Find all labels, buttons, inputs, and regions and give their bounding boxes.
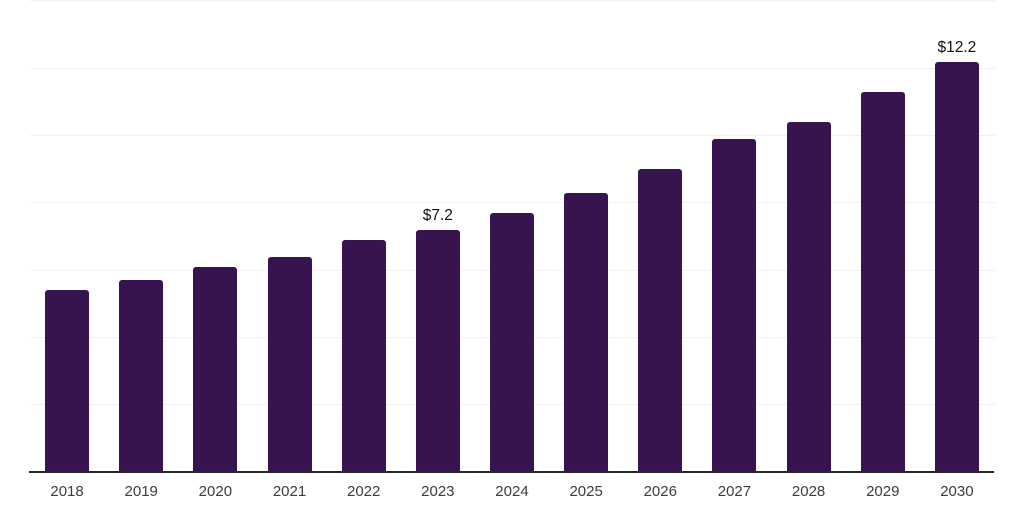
value-label-2023: $7.2	[422, 207, 453, 224]
bar-2030	[934, 62, 979, 472]
bar-2020	[193, 267, 238, 472]
x-tick-label-2022: 2022	[346, 483, 381, 500]
x-tick-label-2020: 2020	[198, 483, 233, 500]
bar-2023	[415, 230, 460, 472]
bar-2019	[119, 280, 164, 472]
x-tick-label-2019: 2019	[124, 483, 158, 500]
x-tick-label-2024: 2024	[495, 483, 529, 500]
bar-2027	[712, 139, 757, 472]
bar-2022	[341, 240, 386, 472]
gridline-14	[30, 0, 995, 2]
x-tick-label-2028: 2028	[791, 483, 826, 500]
bar-2029	[860, 92, 905, 472]
bar-2024	[490, 213, 534, 472]
gridline-12	[30, 67, 995, 69]
x-tick-label-2023: 2023	[421, 483, 455, 500]
bar-2028	[786, 122, 831, 472]
bar-2018	[45, 290, 90, 472]
x-tick-label-2025: 2025	[569, 483, 603, 500]
bar-2025	[564, 193, 609, 472]
x-axis-line	[29, 471, 994, 473]
x-tick-label-2018: 2018	[50, 483, 84, 500]
x-tick-label-2030: 2030	[940, 483, 974, 500]
gridline-8	[30, 202, 995, 204]
x-tick-label-2027: 2027	[717, 483, 752, 500]
gridline-10	[30, 135, 995, 137]
bar-2026	[638, 169, 683, 472]
bar-2021	[267, 257, 312, 472]
x-tick-label-2029: 2029	[866, 483, 900, 500]
value-label-2030: $12.2	[937, 39, 977, 56]
x-tick-label-2021: 2021	[272, 483, 307, 500]
x-tick-label-2026: 2026	[643, 483, 677, 500]
